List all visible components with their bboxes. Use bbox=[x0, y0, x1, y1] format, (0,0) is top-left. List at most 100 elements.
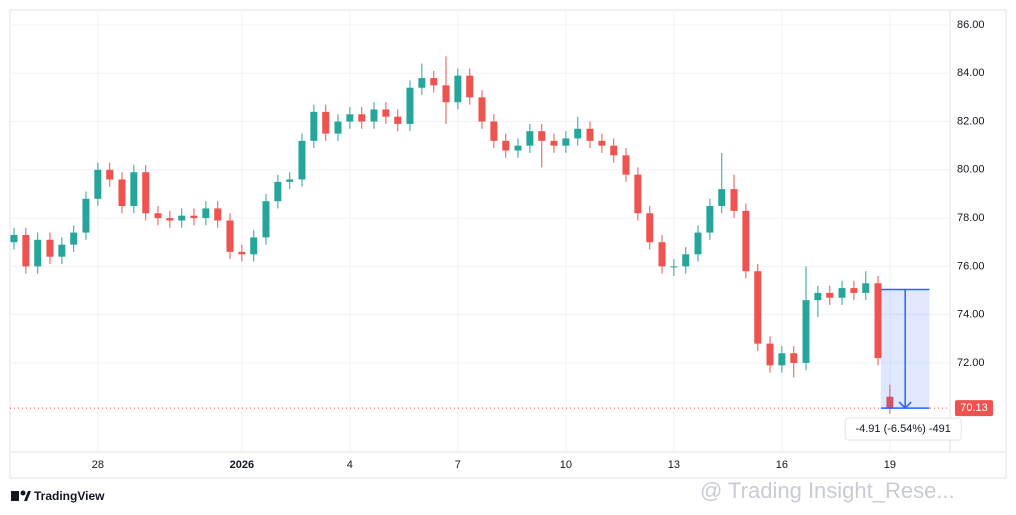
price-tag-label: 70.13 bbox=[960, 402, 988, 414]
candle-body bbox=[670, 266, 678, 268]
candle-body bbox=[322, 111, 330, 134]
candle-body bbox=[598, 140, 606, 146]
candle-body bbox=[622, 155, 630, 175]
candle-body bbox=[130, 172, 138, 207]
candle-body bbox=[118, 179, 126, 207]
candle-body bbox=[802, 300, 810, 363]
candle-body bbox=[778, 353, 786, 366]
measure-label: -4.91 (-6.54%) -491 bbox=[855, 423, 950, 435]
candle-body bbox=[70, 232, 78, 245]
x-tick-label: 13 bbox=[668, 459, 680, 471]
candle-body bbox=[154, 213, 162, 219]
candle-body bbox=[82, 198, 90, 233]
candle-body bbox=[538, 131, 546, 141]
candle-body bbox=[754, 271, 762, 344]
candle-body bbox=[214, 208, 222, 221]
candle-body bbox=[862, 283, 870, 293]
candle-body bbox=[262, 201, 270, 238]
candle-body bbox=[334, 121, 342, 134]
candle-body bbox=[298, 140, 306, 180]
candle-body bbox=[94, 169, 102, 199]
x-tick-label: 10 bbox=[560, 459, 572, 471]
candle-body bbox=[166, 218, 174, 221]
candle-body bbox=[382, 109, 390, 117]
price-tag bbox=[955, 400, 993, 417]
candle-body bbox=[502, 140, 510, 151]
candle-body bbox=[454, 75, 462, 103]
x-tick-label: 7 bbox=[455, 459, 461, 471]
y-tick-label: 74.00 bbox=[957, 309, 985, 321]
candle-body bbox=[466, 75, 474, 98]
candle-body bbox=[238, 251, 246, 255]
y-tick-label: 84.00 bbox=[957, 67, 985, 79]
candle-body bbox=[226, 220, 234, 252]
candle-body bbox=[814, 292, 822, 301]
candle-body bbox=[574, 128, 582, 139]
candle-body bbox=[34, 239, 42, 267]
candle-body bbox=[874, 283, 882, 359]
candle-body bbox=[706, 206, 714, 233]
candle-body bbox=[418, 78, 426, 88]
candle-body bbox=[586, 128, 594, 141]
candle-body bbox=[550, 140, 558, 146]
y-tick-label: 86.00 bbox=[957, 19, 985, 31]
candle-body bbox=[634, 174, 642, 214]
candle-body bbox=[46, 239, 54, 257]
candle-body bbox=[658, 242, 666, 267]
candle-body bbox=[514, 145, 522, 151]
candle-body bbox=[394, 116, 402, 124]
candle-body bbox=[790, 353, 798, 363]
candle-body bbox=[682, 254, 690, 267]
measure-arrowhead bbox=[898, 401, 912, 410]
candle-body bbox=[694, 232, 702, 255]
candle-body bbox=[358, 114, 366, 122]
x-tick-label: 19 bbox=[884, 459, 896, 471]
logo bbox=[11, 490, 31, 501]
candle-body bbox=[838, 288, 846, 298]
candle-body bbox=[310, 111, 318, 141]
y-tick-label: 78.00 bbox=[957, 212, 985, 224]
candle-body bbox=[562, 138, 570, 146]
candle-body bbox=[430, 78, 438, 86]
candle-body bbox=[250, 237, 258, 255]
candle-body bbox=[850, 288, 858, 293]
candle-body bbox=[610, 145, 618, 156]
candle-body bbox=[718, 189, 726, 207]
candle-body bbox=[526, 131, 534, 146]
candle-body bbox=[286, 179, 294, 182]
candle-body bbox=[442, 85, 450, 103]
candle-body bbox=[346, 114, 354, 122]
brand: TradingView bbox=[34, 489, 105, 503]
candle-body bbox=[766, 343, 774, 366]
y-tick-label: 80.00 bbox=[957, 164, 985, 176]
candle-body bbox=[490, 121, 498, 141]
plot bbox=[10, 10, 950, 452]
x-tick-label: 28 bbox=[92, 459, 104, 471]
candle-body bbox=[106, 169, 114, 180]
candle-body bbox=[202, 208, 210, 219]
candle-body bbox=[826, 292, 834, 298]
measure-label-box bbox=[844, 417, 962, 441]
x-tick-label: 4 bbox=[347, 459, 353, 471]
candle-body bbox=[742, 210, 750, 272]
y-tick-label: 82.00 bbox=[957, 115, 985, 127]
candle-body bbox=[190, 215, 198, 219]
candle-body bbox=[370, 109, 378, 122]
candle-body bbox=[274, 181, 282, 202]
candle-body bbox=[478, 97, 486, 122]
y-tick-label: 72.00 bbox=[957, 357, 985, 369]
y-tick-label: 76.00 bbox=[957, 260, 985, 272]
candle-body bbox=[58, 244, 66, 257]
candle-body bbox=[142, 172, 150, 214]
candle-body bbox=[22, 234, 30, 267]
candle-body bbox=[886, 396, 894, 409]
candle-body bbox=[10, 234, 18, 243]
x-tick-label: 16 bbox=[776, 459, 788, 471]
candle-body bbox=[406, 87, 414, 124]
candle-body bbox=[646, 213, 654, 243]
frame bbox=[9, 9, 1007, 479]
candle-body bbox=[730, 189, 738, 211]
watermark: @ Trading Insight_Rese... bbox=[700, 478, 955, 503]
candle-body bbox=[178, 215, 186, 221]
